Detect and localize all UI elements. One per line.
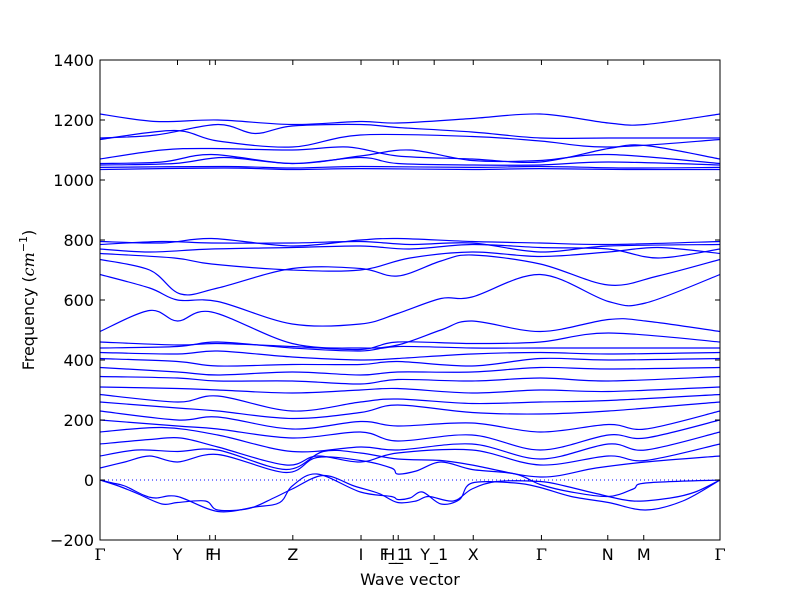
band-line-12 — [100, 246, 720, 272]
x-tick-label: Y — [172, 545, 183, 564]
y-tick-label: 1000 — [53, 171, 94, 190]
x-tick-label: H_1 — [383, 545, 413, 565]
plot-lines-group — [100, 113, 720, 513]
band-line-23 — [100, 393, 720, 412]
y-axis: −200 0 200 400 600 800 1000 1200 1400 — [50, 51, 720, 550]
band-line-26 — [100, 419, 720, 451]
y-tick-label: 1400 — [53, 51, 94, 70]
y-tick-label: −200 — [50, 531, 94, 550]
band-line-5 — [100, 149, 720, 165]
band-line-25 — [100, 410, 720, 433]
y-axis-label-exponent: −1 — [17, 236, 30, 252]
band-line-32 — [100, 474, 720, 512]
x-tick-label: I — [359, 545, 364, 564]
x-tick-label: Z — [287, 545, 298, 564]
y-tick-label: 200 — [63, 411, 94, 430]
band-line-2 — [100, 123, 720, 140]
x-tick-label: Γ — [94, 545, 105, 564]
x-tick-label: Γ — [714, 545, 725, 564]
band-line-27 — [100, 426, 720, 460]
band-line-6 — [100, 156, 720, 166]
band-line-17 — [100, 341, 720, 352]
y-tick-label: 400 — [63, 351, 94, 370]
y-axis-label-unit: cm — [19, 252, 38, 276]
x-tick-label: H — [209, 545, 221, 564]
x-tick-label: F — [205, 545, 214, 564]
band-line-1 — [100, 113, 720, 126]
y-axis-label: Frequency (cm−1) — [17, 230, 38, 371]
band-line-19 — [100, 357, 720, 367]
band-line-31 — [100, 473, 720, 513]
x-tick-label: Y_1 — [419, 545, 448, 565]
y-axis-label-close: ) — [19, 230, 38, 236]
x-tick-label: N — [602, 545, 614, 564]
band-line-16 — [100, 332, 720, 351]
band-line-21 — [100, 375, 720, 385]
x-axis: Γ Y FH Z I F_1H_1 Y_1 X Γ N M Γ — [94, 60, 726, 565]
band-line-14 — [100, 273, 720, 327]
band-line-8 — [100, 167, 720, 171]
band-line-20 — [100, 366, 720, 376]
band-line-4 — [100, 144, 720, 164]
x-tick-label: F_1 — [380, 545, 407, 565]
x-axis-label: Wave vector — [360, 570, 460, 589]
band-line-29 — [100, 448, 720, 478]
x-tick-label: X — [468, 545, 479, 564]
band-line-22 — [100, 386, 720, 394]
y-tick-label: 1200 — [53, 111, 94, 130]
band-line-28 — [100, 436, 720, 466]
band-line-15 — [100, 309, 720, 349]
band-line-3 — [100, 129, 720, 148]
band-line-24 — [100, 401, 720, 420]
band-line-13 — [100, 254, 720, 296]
y-tick-label: 0 — [84, 471, 94, 490]
x-tick-label: Γ — [536, 545, 547, 564]
y-tick-label: 800 — [63, 231, 94, 250]
x-tick-label: M — [637, 545, 651, 564]
band-line-10 — [100, 240, 720, 253]
band-line-9 — [100, 237, 720, 247]
band-line-7 — [100, 165, 720, 169]
band-line-18 — [100, 350, 720, 361]
y-axis-label-main: Frequency ( — [19, 276, 38, 370]
y-tick-label: 600 — [63, 291, 94, 310]
